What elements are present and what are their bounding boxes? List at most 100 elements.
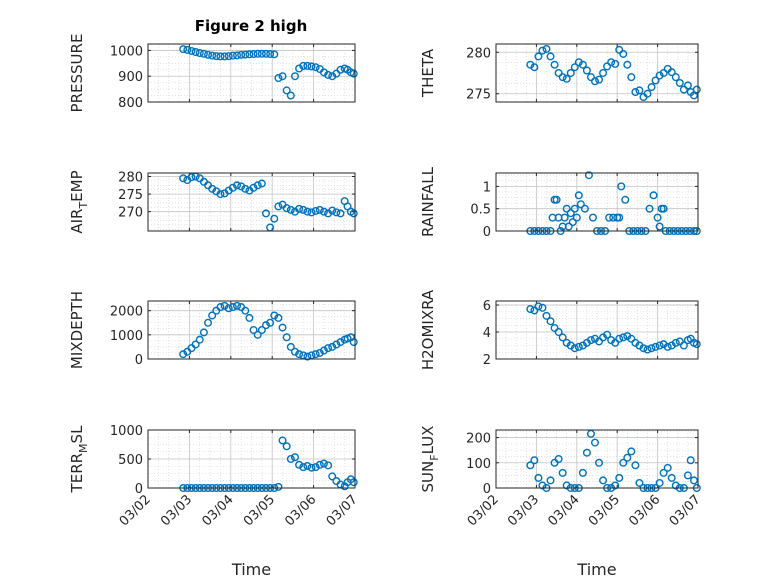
subplot-1-data-point — [324, 70, 333, 79]
subplot-6-data-point — [550, 323, 559, 332]
subplot-6-data-point — [655, 341, 664, 350]
subplot-4-data-point — [562, 204, 571, 213]
subplot-3-y-tick-label: 270 — [118, 206, 143, 221]
subplot-3-data-point — [274, 202, 283, 211]
subplot-3-data-point — [319, 207, 328, 216]
subplot-3: 270 275 280 AIRTEMP — [68, 170, 358, 234]
subplot-2-data-point — [578, 60, 587, 69]
subplot-3-data-point — [228, 183, 237, 192]
subplot-5-data-point — [349, 338, 358, 347]
subplot-4-data-point — [566, 209, 575, 218]
subplot-8-xlabel: Time — [576, 560, 616, 579]
subplot-2-y-tick-label: 280 — [466, 46, 491, 61]
subplot-7-data-point — [274, 482, 283, 491]
subplot-2-data-point — [615, 45, 624, 54]
subplot-8-data-point — [663, 463, 672, 472]
subplot-5-data-point — [261, 321, 270, 330]
subplot-6-data-point — [639, 344, 648, 353]
subplot-4-y-tick-label: 1 — [483, 180, 491, 195]
subplot-8-data-point — [667, 473, 676, 482]
subplot-4-data-point — [574, 191, 583, 200]
subplot-1-data-point — [282, 86, 291, 95]
subplot-6-data-point — [675, 337, 684, 346]
subplot-3-data-point — [295, 204, 304, 213]
subplot-2-axes-box — [495, 43, 699, 103]
subplot-3-data-point — [315, 205, 324, 214]
subplot-1-data-point — [241, 50, 250, 59]
subplot-7-data-point — [290, 453, 299, 462]
subplot-4-data-point — [605, 213, 614, 222]
subplot-7-axes-box — [147, 429, 356, 489]
subplot-5-ylabel: MIXDEPTH — [68, 291, 86, 369]
subplot-5-data-point — [266, 318, 275, 327]
subplot-5-data-point — [332, 340, 341, 349]
subplot-4-axes-box — [495, 172, 699, 232]
subplot-6-data-point — [570, 344, 579, 353]
subplot-3-data-point — [299, 205, 308, 214]
subplot-7-y-tick-label: 0 — [135, 482, 143, 497]
subplot-7-data-point — [349, 478, 358, 487]
subplot-3-data-point — [233, 181, 242, 190]
subplot-8-data-point — [595, 458, 604, 467]
subplot-6: 2 4 6 H2OMIXRA — [419, 289, 701, 370]
subplot-3-data-point — [179, 174, 188, 183]
subplot-2-data-point — [651, 76, 660, 85]
subplot-1-data-point — [224, 52, 233, 61]
subplot-5-data-point — [204, 318, 213, 327]
subplot-2-data-point — [659, 68, 668, 77]
subplot-2-data-point — [692, 85, 701, 94]
subplot-8-data-point — [599, 476, 608, 485]
subplot-5-data-point — [241, 306, 250, 315]
subplot-6-data-point — [603, 330, 612, 339]
subplot-4-data-point — [588, 213, 597, 222]
subplot-4-data-point — [560, 213, 569, 222]
subplot-1-data-point — [179, 45, 188, 54]
subplot-8-data-point — [635, 478, 644, 487]
subplot-3-data-point — [253, 181, 262, 190]
subplot-8-data-point — [623, 453, 632, 462]
subplot-3-plot-area — [148, 173, 355, 231]
subplot-2-data-point — [570, 63, 579, 72]
subplot-3-data-point — [336, 209, 345, 218]
subplot-7-data-point — [282, 442, 291, 451]
subplot-2-data-point — [595, 75, 604, 84]
subplot-6-data-point — [534, 302, 543, 311]
subplot-2-data-point — [675, 78, 684, 87]
subplot-6-y-tick-label: 4 — [483, 326, 491, 341]
subplot-1-data-point — [274, 74, 283, 83]
subplot-8-y-tick-label: 0 — [483, 482, 491, 497]
subplot-4-data-point — [659, 204, 668, 213]
subplot-5-data-point — [274, 313, 283, 322]
subplot-1-data-point — [290, 72, 299, 81]
subplot-6-data-point — [558, 333, 567, 342]
subplot-7-data-point — [311, 463, 320, 472]
subplot-8-data-point — [659, 468, 668, 477]
subplot-6-data-point — [595, 337, 604, 346]
subplot-2-data-point — [671, 73, 680, 82]
subplot-3-data-point — [241, 184, 250, 193]
subplot-8-data-point — [655, 478, 664, 487]
subplot-2-data-point — [582, 66, 591, 75]
subplot-4-data-point — [572, 213, 581, 222]
subplot-2-data-point — [655, 71, 664, 80]
subplot-2-data-point — [558, 73, 567, 82]
subplot-6-data-point — [671, 338, 680, 347]
subplot-7-data-point — [328, 472, 337, 481]
subplot-6-data-point — [627, 334, 636, 343]
subplot-1-data-point — [266, 50, 275, 59]
subplot-7-y-tick-label: 1000 — [110, 424, 143, 439]
subplot-3-ylabel: AIRTEMP — [68, 170, 90, 233]
subplot-3-data-point — [332, 208, 341, 217]
subplot-1-data-point — [253, 49, 262, 58]
subplot-5-data-point — [228, 303, 237, 312]
subplot-5-plot-area — [148, 301, 355, 359]
subplot-8-data-point — [615, 473, 624, 482]
subplot-2-data-point — [635, 86, 644, 95]
subplot-2-data-point — [603, 62, 612, 71]
figure-title: Figure 2 high — [195, 17, 308, 35]
subplot-7-ylabel: TERRMSL — [68, 425, 90, 494]
subplot-8-data-point — [671, 481, 680, 490]
subplot-5-data-point — [324, 344, 333, 353]
